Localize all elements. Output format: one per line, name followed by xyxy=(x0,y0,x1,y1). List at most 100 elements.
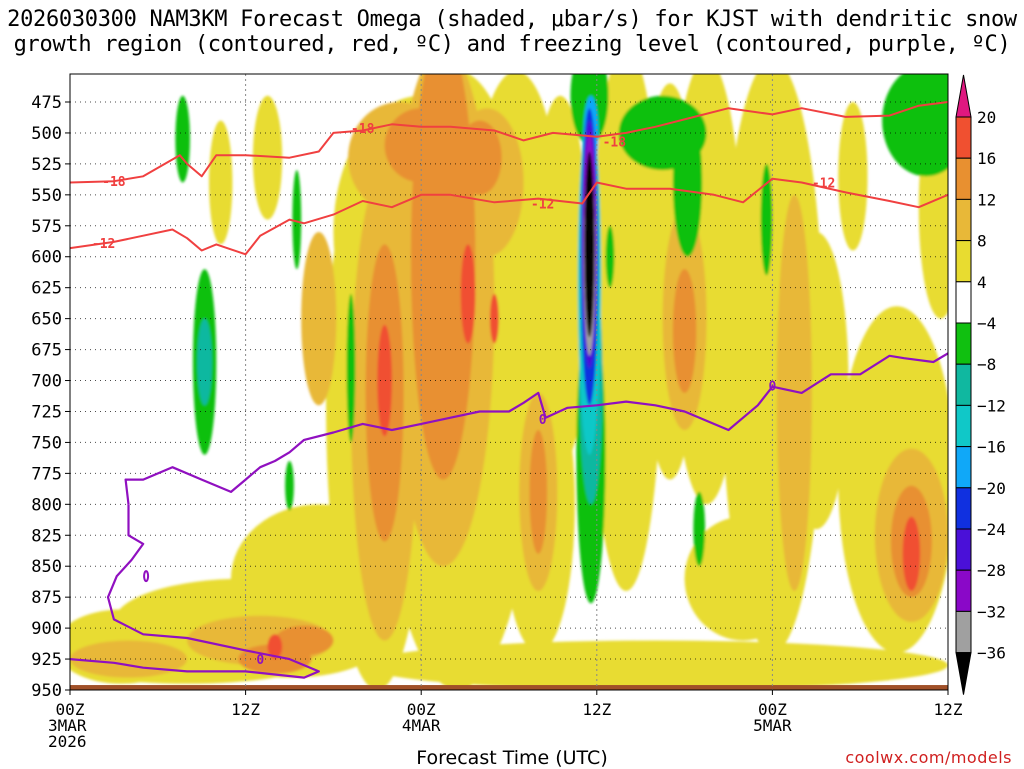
x-tick-label: 5MAR xyxy=(753,716,792,735)
x-tick-label: 12Z xyxy=(231,700,260,719)
omega-neg4-blob xyxy=(285,460,294,511)
y-tick-label: 750 xyxy=(31,433,62,453)
contour-label: -18 xyxy=(603,136,627,151)
omega-pos4-blob xyxy=(530,95,590,468)
contour-label: 0 xyxy=(768,379,776,394)
contour-dgz-18 xyxy=(70,101,948,184)
omega-pos8-blob xyxy=(776,194,812,591)
y-tick-label: 650 xyxy=(31,310,62,330)
colorbar-swatch xyxy=(955,240,972,283)
x-axis-title: Forecast Time (UTC) xyxy=(416,747,608,769)
omega-pos16-blob xyxy=(489,293,499,344)
y-tick-label: 600 xyxy=(31,248,62,268)
omega-pos8-blob xyxy=(70,640,188,678)
x-tick-label: 4MAR xyxy=(402,716,441,735)
omega-neg36-blob xyxy=(584,151,595,338)
colorbar-swatch-min xyxy=(955,652,972,695)
colorbar-swatch xyxy=(955,157,972,200)
contour-label: 0 xyxy=(539,413,547,428)
y-tick-label: 500 xyxy=(31,124,62,144)
omega-pos16-blob xyxy=(902,516,921,591)
x-tick-label: 00Z xyxy=(407,700,436,719)
y-tick-label: 700 xyxy=(31,372,62,392)
omega-pos16-blob xyxy=(267,634,283,660)
x-tick-label: 2026 xyxy=(48,732,87,751)
colorbar-swatch xyxy=(955,116,972,159)
omega-shading xyxy=(70,74,948,690)
source-credit: coolwx.com/models xyxy=(845,748,1012,767)
omega-pos12-blob xyxy=(457,120,502,195)
colorbar-label: −12 xyxy=(977,396,1006,415)
y-tick-label: 550 xyxy=(31,186,62,206)
contour-label: -12 xyxy=(531,198,554,213)
omega-neg4-blob xyxy=(672,108,703,257)
colorbar-label: −24 xyxy=(977,520,1006,539)
colorbar-swatch xyxy=(955,610,972,654)
y-tick-label: 625 xyxy=(31,279,62,299)
contour-label: -12 xyxy=(92,237,115,252)
omega-pos16-blob xyxy=(377,324,392,437)
y-tick-label: 850 xyxy=(31,557,62,577)
freezing-level-closed-contour xyxy=(143,570,150,583)
omega-neg4-blob xyxy=(760,163,773,276)
colorbar-swatch xyxy=(955,198,972,242)
omega-neg4-blob xyxy=(346,293,356,443)
omega-neg4-blob xyxy=(693,491,706,567)
contour-label: -12 xyxy=(812,176,835,191)
colorbar-label: −16 xyxy=(977,438,1006,457)
y-tick-label: 875 xyxy=(31,588,62,608)
y-tick-label: 950 xyxy=(31,681,62,701)
colorbar-label: 16 xyxy=(977,149,996,168)
omega-pos16-blob xyxy=(460,244,476,344)
colorbar-label: −36 xyxy=(977,644,1006,663)
omega-pos4-blob xyxy=(209,120,233,245)
omega-pos4-blob xyxy=(362,640,948,690)
colorbar-label: −32 xyxy=(977,602,1006,621)
omega-pos4-blob xyxy=(252,95,283,220)
omega-pos12-blob xyxy=(529,430,548,554)
colorbar-label: −8 xyxy=(977,355,996,374)
y-tick-label: 475 xyxy=(31,93,62,113)
x-tick-label: 12Z xyxy=(582,700,611,719)
colorbar-swatch-max xyxy=(955,74,972,118)
colorbar-label: −4 xyxy=(977,314,996,333)
contour-label: -18 xyxy=(351,122,375,137)
colorbar-swatch xyxy=(955,528,972,571)
y-tick-label: 575 xyxy=(31,217,62,237)
contour-freezing-0-lower xyxy=(70,504,320,679)
colorbar-label: −20 xyxy=(977,479,1006,498)
y-tick-label: 775 xyxy=(31,464,62,484)
omega-neg8-blob xyxy=(197,318,212,406)
omega-pos4-blob xyxy=(838,102,868,251)
y-tick-label: 525 xyxy=(31,155,62,175)
contour-freezing-0 xyxy=(124,352,948,505)
x-tick-label: 3MAR xyxy=(48,716,87,735)
plot-frame xyxy=(69,73,949,691)
omega-pos8-blob xyxy=(301,231,337,406)
contour-label: 0 xyxy=(256,653,264,668)
y-tick-label: 900 xyxy=(31,619,62,639)
omega-neg4-blob xyxy=(605,225,615,288)
x-tick-label: 12Z xyxy=(934,700,963,719)
ground-level xyxy=(70,685,948,690)
colorbar-swatch xyxy=(955,446,972,489)
colorbar-swatch xyxy=(955,281,972,324)
y-tick-label: 800 xyxy=(31,495,62,515)
omega-pos12-blob xyxy=(274,625,334,656)
contours: -18 -18 -18 -12 -12 -12 0 0 0 xyxy=(70,101,948,679)
x-tick-label: 00Z xyxy=(56,700,85,719)
omega-neg4-blob xyxy=(882,74,948,177)
colorbar: 20 16 12 8 4 −4 −8 −12 −16 −20 −24 −28 −32 −36 xyxy=(955,74,1006,695)
colorbar-swatch xyxy=(955,363,972,406)
contour-label: -18 xyxy=(102,175,126,190)
contour-dgz-12 xyxy=(70,177,948,256)
omega-pos12-blob xyxy=(672,269,697,393)
colorbar-swatch xyxy=(955,404,972,448)
omega-neg4-blob xyxy=(292,170,302,270)
colorbar-swatch xyxy=(955,569,972,612)
colorbar-swatch xyxy=(955,322,972,365)
y-tick-label: 825 xyxy=(31,526,62,546)
y-tick-label: 925 xyxy=(31,650,62,670)
